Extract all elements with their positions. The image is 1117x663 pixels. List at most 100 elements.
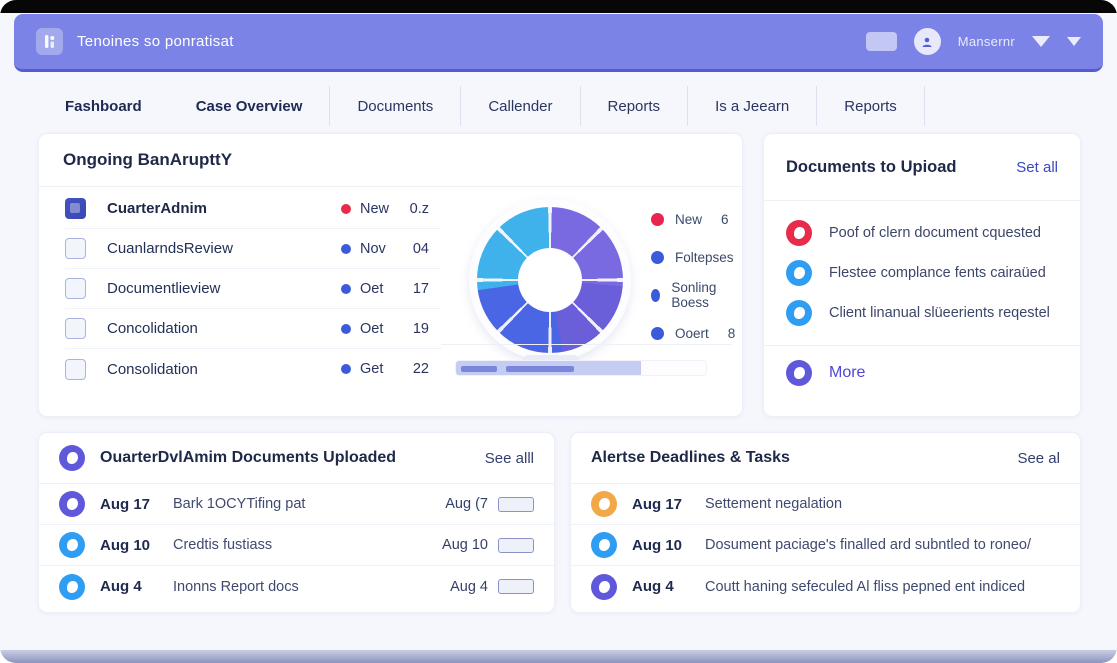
case-value: 04 bbox=[412, 240, 429, 257]
file-pill-button[interactable] bbox=[498, 537, 534, 553]
progress-dash bbox=[506, 366, 574, 372]
alert-icon bbox=[591, 532, 617, 558]
case-row: Concolidation Oet 19 bbox=[65, 309, 441, 349]
status-dot bbox=[341, 203, 351, 214]
row-text: Settement negalation bbox=[705, 496, 843, 512]
row-date: Aug 17 bbox=[100, 495, 151, 513]
row-date: Aug 4 bbox=[100, 578, 142, 595]
case-value: 19 bbox=[412, 320, 429, 337]
case-value: 0.z bbox=[409, 200, 429, 217]
file-pill-button[interactable] bbox=[498, 579, 534, 594]
row-text: Dosument paciage's finalled ard subntled… bbox=[705, 537, 1032, 553]
tab-fashboard[interactable]: Fashboard bbox=[65, 97, 142, 115]
checkbox[interactable] bbox=[65, 358, 86, 380]
legend-item: Foltepses bbox=[651, 245, 753, 269]
legend-dot bbox=[651, 288, 661, 302]
logo-icon bbox=[36, 28, 63, 55]
row-right-date: Aug (7 bbox=[445, 496, 488, 512]
see-all-link[interactable]: See al bbox=[1017, 449, 1060, 467]
alert-icon bbox=[591, 491, 617, 517]
app-title: Tenoines so ponratisat bbox=[77, 33, 234, 50]
status-dot bbox=[341, 283, 351, 294]
case-status: Oet bbox=[360, 280, 384, 297]
progress-dash bbox=[461, 366, 497, 372]
card-title: Ongoing BanArupttY bbox=[63, 150, 233, 169]
tab-is-a-jeearn[interactable]: Is a Jeearn bbox=[715, 97, 790, 115]
chevron-down-icon[interactable] bbox=[1032, 36, 1050, 47]
tab-case-overview[interactable]: Case Overview bbox=[195, 97, 303, 115]
legend-value: 8 bbox=[727, 325, 736, 341]
status-dot bbox=[341, 243, 351, 254]
case-row: CuanlarndsReview Nov 04 bbox=[65, 229, 441, 269]
file-icon bbox=[59, 532, 85, 558]
avatar[interactable] bbox=[913, 28, 941, 55]
upload-item: Client linanual slüeerients reqestel bbox=[786, 293, 1058, 333]
user-name: Mansernr bbox=[957, 34, 1015, 49]
alerts-deadlines-card: Alertse Deadlines & Tasks See al Aug 17 … bbox=[570, 432, 1081, 613]
legend-label: Foltepses bbox=[675, 249, 734, 265]
legend-dot bbox=[651, 212, 664, 226]
more-icon bbox=[786, 360, 812, 386]
tab-callender[interactable]: Callender bbox=[488, 97, 553, 115]
documents-to-upload-card: Documents to Upioad Set all Poof of cler… bbox=[763, 133, 1081, 417]
case-label: Documentlieview bbox=[107, 280, 221, 297]
chart-legend: New 6 Foltepses Sonling Boess bbox=[651, 207, 753, 359]
checkbox[interactable] bbox=[65, 318, 86, 339]
legend-item: Ooert 8 bbox=[651, 321, 753, 345]
see-all-link[interactable]: See alll bbox=[484, 449, 534, 467]
divider bbox=[441, 344, 732, 345]
upload-item-text: Flestee complance fents cairaüed bbox=[829, 265, 1046, 281]
divider bbox=[571, 483, 1080, 484]
card-title: Documents to Upioad bbox=[786, 157, 957, 176]
progress-bar bbox=[455, 360, 707, 376]
status-dot bbox=[341, 323, 351, 334]
card-title: OuarterDvlAmim Documents Uploaded bbox=[100, 449, 397, 466]
header-card-icon[interactable] bbox=[865, 32, 897, 51]
document-icon bbox=[786, 300, 812, 326]
file-pill-button[interactable] bbox=[498, 496, 534, 512]
checkbox[interactable] bbox=[65, 238, 86, 259]
case-status: Get bbox=[360, 361, 384, 377]
legend-dot bbox=[651, 326, 664, 340]
set-all-link[interactable]: Set all bbox=[1016, 158, 1058, 176]
more-button[interactable]: More bbox=[764, 360, 1080, 386]
tab-documents[interactable]: Documents bbox=[357, 97, 434, 115]
app-header: Tenoines so ponratisat Mansernr bbox=[14, 14, 1103, 72]
row-text: Coutt haning sefeculed Al fliss pepned e… bbox=[705, 578, 1026, 595]
case-status: New bbox=[360, 200, 390, 217]
alert-row: Aug 10 Dosument paciage's finalled ard s… bbox=[571, 525, 1080, 566]
ongoing-cases-card: Ongoing BanArupttY CuarterAdnim New 0.z … bbox=[38, 133, 743, 417]
row-date: Aug 4 bbox=[632, 578, 674, 595]
case-status: Oet bbox=[360, 320, 384, 337]
tab-divider bbox=[460, 86, 462, 126]
bottom-gradient-strip bbox=[0, 650, 1117, 663]
alert-row: Aug 4 Coutt haning sefeculed Al fliss pe… bbox=[571, 566, 1080, 607]
donut-ring bbox=[477, 207, 623, 353]
checkbox[interactable] bbox=[65, 278, 86, 299]
case-status: Nov bbox=[360, 240, 386, 257]
upload-item-text: Poof of clern document cquested bbox=[829, 225, 1041, 241]
row-text: Bark 1OCYTifing pat bbox=[173, 496, 306, 512]
divider bbox=[764, 345, 1080, 346]
status-dot bbox=[341, 364, 351, 374]
tab-reports-2[interactable]: Reports bbox=[844, 97, 897, 115]
checkbox-checked[interactable] bbox=[65, 198, 86, 219]
card-title: Alertse Deadlines & Tasks bbox=[591, 449, 790, 466]
tab-divider bbox=[579, 86, 581, 126]
case-row: CuarterAdnim New 0.z bbox=[65, 189, 441, 229]
tab-reports-1[interactable]: Reports bbox=[607, 97, 661, 115]
case-list: CuarterAdnim New 0.z CuanlarndsReview No… bbox=[39, 187, 441, 389]
case-value: 17 bbox=[412, 280, 429, 297]
chart-area: New 6 Foltepses Sonling Boess bbox=[441, 187, 742, 389]
more-label: More bbox=[829, 364, 866, 381]
upload-check-icon bbox=[59, 445, 85, 471]
case-label: CuanlarndsReview bbox=[107, 240, 233, 257]
case-label: Concolidation bbox=[107, 320, 198, 337]
alert-icon bbox=[591, 573, 617, 600]
chevron-down-icon[interactable] bbox=[1067, 37, 1081, 46]
legend-label: Ooert bbox=[675, 325, 709, 341]
row-date: Aug 10 bbox=[100, 536, 151, 554]
case-row: Consolidation Get 22 bbox=[65, 349, 441, 389]
tab-divider bbox=[329, 86, 331, 126]
